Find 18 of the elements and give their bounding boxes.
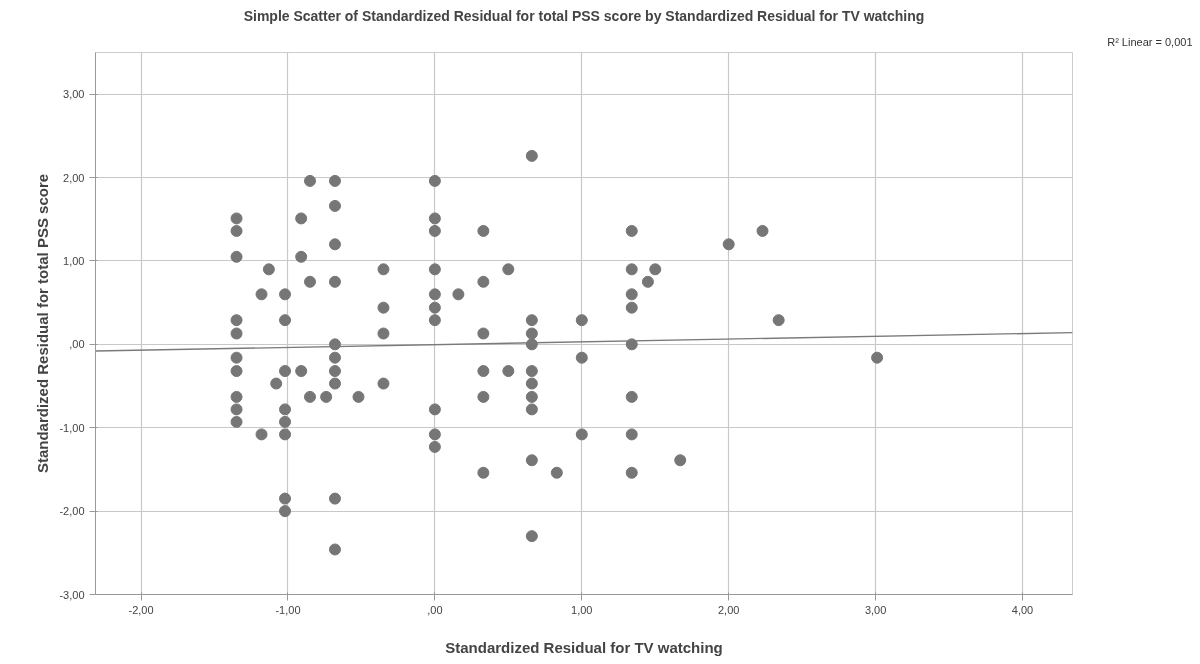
y-axis-title: Standardized Residual for total PSS score: [34, 173, 52, 474]
x-tick-label: 2,00: [718, 603, 740, 616]
x-tick-label: ,00: [427, 603, 443, 616]
y-tick-label: -1,00: [59, 421, 85, 434]
y-tick-label: 1,00: [63, 254, 85, 267]
x-tick-label: -1,00: [275, 603, 301, 616]
y-tick-label: 2,00: [63, 171, 85, 184]
x-tick-label: -2,00: [128, 603, 154, 616]
chart-title: Simple Scatter of Standardized Residual for total PSS score by Standardized Residual for TV watching: [243, 7, 925, 24]
y-tick-label: -3,00: [59, 588, 85, 601]
y-tick-label: 3,00: [63, 88, 85, 101]
y-tick-label: ,00: [69, 338, 85, 351]
x-tick-label: 4,00: [1011, 603, 1034, 616]
x-tick-label: 3,00: [864, 603, 887, 616]
text: R² Linear = 0,001: [1107, 35, 1193, 48]
x-axis-title: Standardized Residual for TV watching: [445, 638, 723, 656]
y-tick-label: -2,00: [59, 505, 85, 518]
x-tick-label: 1,00: [571, 603, 593, 616]
